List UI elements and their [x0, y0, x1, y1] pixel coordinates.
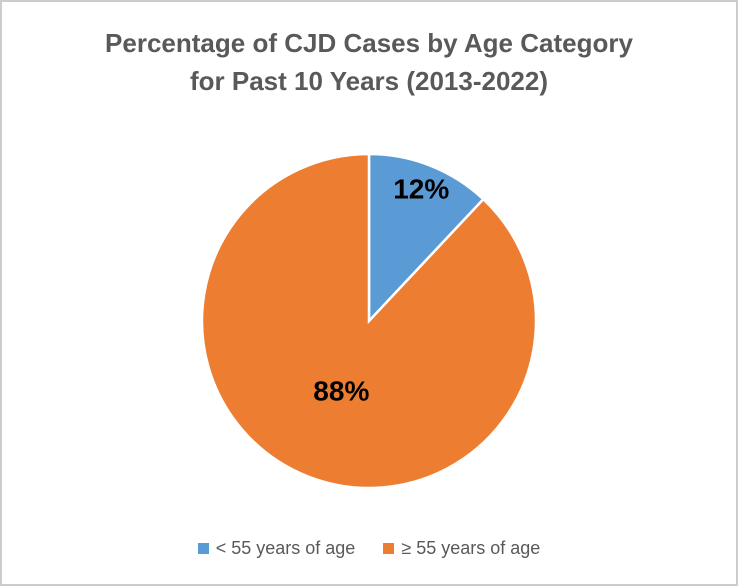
- legend-item-2: ≥ 55 years of age: [383, 539, 540, 557]
- data-label-2: 88%: [313, 375, 369, 406]
- chart-title: Percentage of CJD Cases by Age Category …: [2, 24, 736, 100]
- chart-title-line1: Percentage of CJD Cases by Age Category: [105, 28, 633, 58]
- legend-item-1: < 55 years of age: [197, 538, 356, 558]
- legend: < 55 years of age ≥ 55 years of age: [2, 535, 736, 561]
- data-label-1: 12%: [393, 174, 449, 205]
- pie-chart: 12% 88%: [200, 152, 538, 490]
- pie-slice-1: [367, 152, 486, 325]
- plot-area: 12% 88%: [179, 131, 559, 511]
- legend-label: < 55 years of age: [215, 538, 356, 558]
- legend-swatch-icon: [383, 542, 395, 554]
- legend-label: ≥ 55 years of age: [401, 538, 541, 558]
- pie-slice-2: [200, 152, 538, 490]
- chart-title-line2: for Past 10 Years (2013-2022): [190, 66, 548, 96]
- legend-swatch-icon: [197, 542, 209, 554]
